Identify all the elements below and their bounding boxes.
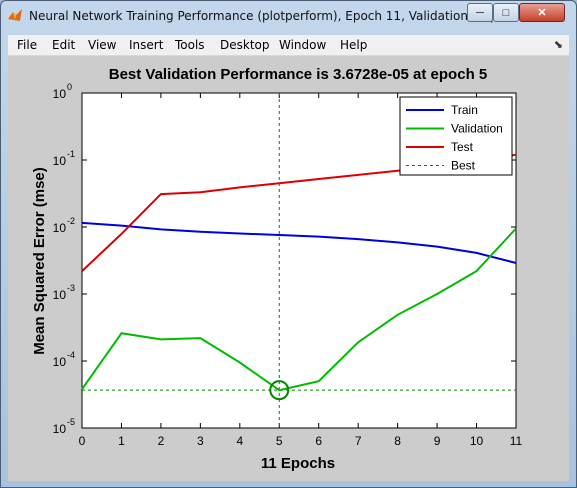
legend-label-best: Best <box>451 159 476 173</box>
best-point <box>269 380 290 401</box>
y-tick-label: 10 <box>53 221 67 235</box>
close-button[interactable]: ✕ <box>519 3 565 22</box>
menu-help[interactable]: Help <box>340 38 368 52</box>
window-title: Neural Network Training Performance (plo… <box>29 9 502 23</box>
x-tick-label: 0 <box>79 434 86 448</box>
y-tick-label: 10 <box>53 422 67 436</box>
y-tick-label: 10 <box>53 154 67 168</box>
x-tick-label: 2 <box>158 434 165 448</box>
y-tick-exponent: -2 <box>67 216 75 226</box>
menu-tools[interactable]: Tools <box>175 38 205 52</box>
x-tick-label: 6 <box>315 434 322 448</box>
legend-label-test: Test <box>451 140 474 154</box>
menu-insert[interactable]: Insert <box>129 38 164 52</box>
menu-edit[interactable]: Edit <box>52 38 76 52</box>
matlab-icon <box>8 9 22 21</box>
y-tick-exponent: 0 <box>67 82 72 92</box>
legend-label-validation: Validation <box>451 122 503 136</box>
maximize-icon: □ <box>502 6 510 19</box>
title-bar[interactable]: Neural Network Training Performance (plo… <box>1 1 576 31</box>
minimize-button[interactable]: ─ <box>467 3 493 22</box>
x-tick-label: 7 <box>355 434 362 448</box>
y-tick-label: 10 <box>53 355 67 369</box>
best-circle <box>269 380 290 401</box>
menu-bar: File Edit View Insert Tools Desktop Wind… <box>8 35 569 56</box>
chart-title: Best Validation Performance is 3.6728e-0… <box>109 66 488 83</box>
menu-desktop[interactable]: Desktop <box>220 38 270 52</box>
dock-arrow-icon[interactable]: ⬊ <box>553 39 563 51</box>
x-tick-label: 5 <box>276 434 283 448</box>
y-tick-label: 10 <box>53 87 67 101</box>
x-tick-label: 10 <box>470 434 484 448</box>
x-tick-label: 9 <box>434 434 441 448</box>
legend-label-train: Train <box>451 103 478 117</box>
figure-canvas: Best Validation Performance is 3.6728e-0… <box>8 56 569 481</box>
series-line-validation <box>81 227 517 392</box>
best-marker-lines <box>82 93 516 428</box>
maximize-button[interactable]: □ <box>493 3 519 22</box>
y-tick-label: 10 <box>53 288 67 302</box>
menu-file[interactable]: File <box>17 38 38 52</box>
y-tick-exponent: -4 <box>67 350 75 360</box>
x-tick-label: 8 <box>394 434 401 448</box>
x-axis-label: 11 Epochs <box>261 455 335 472</box>
x-tick-label: 1 <box>118 434 125 448</box>
performance-chart: Best Validation Performance is 3.6728e-0… <box>31 66 523 472</box>
x-tick-label: 4 <box>236 434 243 448</box>
y-tick-exponent: -5 <box>67 417 75 427</box>
close-icon: ✕ <box>537 7 547 19</box>
x-tick-label: 11 <box>510 434 523 448</box>
y-axis-label: Mean Squared Error (mse) <box>31 167 48 355</box>
y-tick-exponent: -3 <box>67 283 75 293</box>
menu-window[interactable]: Window <box>279 38 327 52</box>
series-line-train <box>81 221 517 264</box>
y-tick-exponent: -1 <box>67 149 75 159</box>
x-tick-label: 3 <box>197 434 204 448</box>
menu-view[interactable]: View <box>88 38 117 52</box>
legend: Train Validation Test Best <box>399 96 513 176</box>
minimize-icon: ─ <box>476 6 484 19</box>
